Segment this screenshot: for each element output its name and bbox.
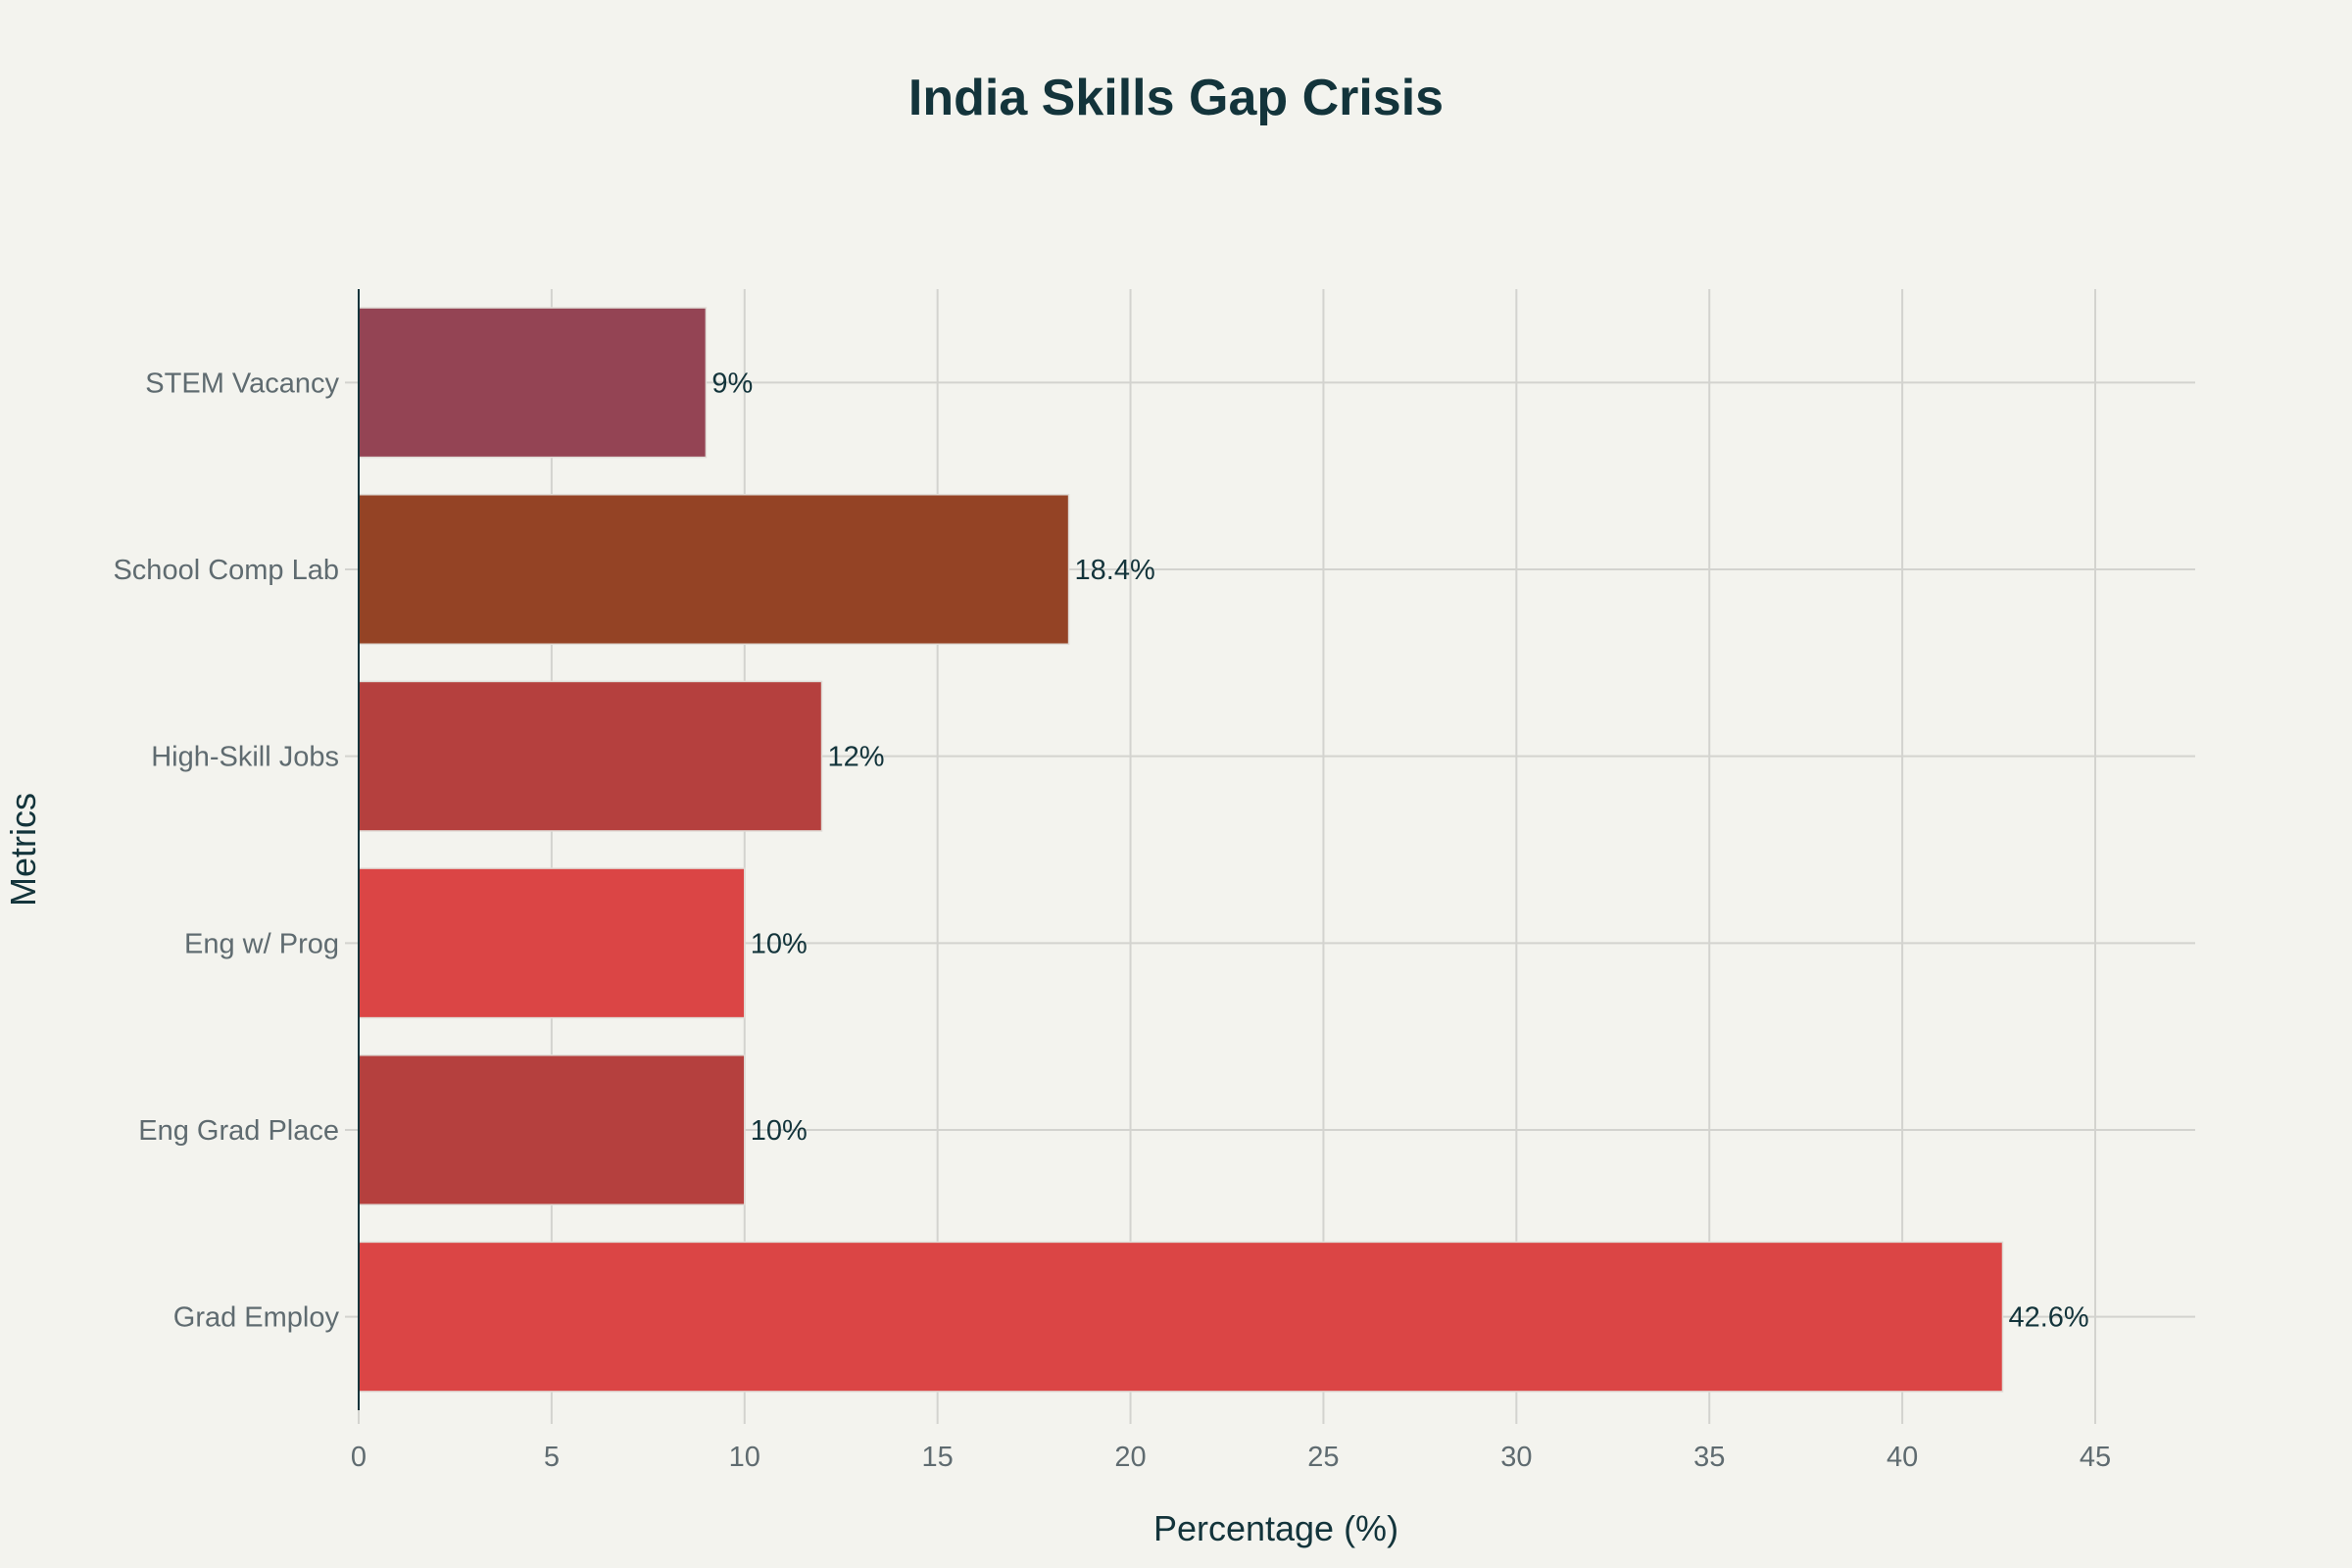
x-tick-label: 30: [1500, 1442, 1532, 1473]
chart-title: India Skills Gap Crisis: [908, 70, 1444, 126]
x-tick-label: 45: [2080, 1442, 2111, 1473]
y-tick-label: School Comp Lab: [113, 555, 339, 586]
bar: [358, 493, 1070, 646]
bar-value-label: 18.4%: [1075, 555, 1155, 586]
x-tick-label: 35: [1693, 1442, 1725, 1473]
x-tick-label: 0: [351, 1442, 367, 1473]
x-axis-title: Percentage (%): [1153, 1508, 1398, 1548]
x-tick-label: 25: [1307, 1442, 1339, 1473]
bar: [358, 867, 746, 1019]
y-tick-labels: STEM Vacancy School Comp Lab High-Skill Jo…: [113, 368, 339, 1333]
y-tick-label: Eng w/ Prog: [184, 928, 339, 959]
bar: [358, 307, 708, 459]
x-tick-labels: 0 5 10 15 20 25 30 35 40 45: [351, 1442, 2111, 1473]
value-labels: 9% 18.4% 12% 10% 10% 42.6%: [711, 368, 2088, 1333]
x-tick-label: 10: [729, 1442, 760, 1473]
x-tick-label: 5: [544, 1442, 560, 1473]
y-tick-label: STEM Vacancy: [145, 368, 339, 399]
bar: [358, 1241, 2004, 1393]
bars: [358, 307, 2004, 1393]
x-tick-label: 20: [1114, 1442, 1146, 1473]
y-tick-label: High-Skill Jobs: [151, 742, 339, 773]
y-tick-label: Eng Grad Place: [138, 1115, 339, 1147]
bar-value-label: 10%: [751, 1115, 808, 1147]
bar-value-label: 10%: [751, 928, 808, 959]
bar-value-label: 42.6%: [2008, 1302, 2088, 1334]
bar-value-label: 12%: [828, 742, 885, 773]
bar-value-label: 9%: [711, 368, 753, 399]
bar: [358, 1054, 746, 1206]
y-axis-title: Metrics: [3, 793, 43, 906]
y-tick-label: Grad Employ: [173, 1302, 340, 1334]
x-tick-label: 15: [922, 1442, 954, 1473]
x-tick-label: 40: [1886, 1442, 1918, 1473]
bar: [358, 680, 823, 832]
